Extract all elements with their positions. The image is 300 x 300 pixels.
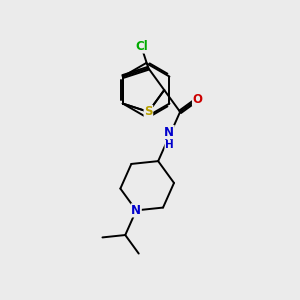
Text: S: S xyxy=(144,105,153,119)
Text: N: N xyxy=(164,130,174,143)
Text: Cl: Cl xyxy=(135,40,148,53)
Text: N: N xyxy=(131,204,141,217)
Text: O: O xyxy=(193,93,202,106)
Text: H: H xyxy=(165,140,173,150)
Text: N: N xyxy=(164,126,174,139)
